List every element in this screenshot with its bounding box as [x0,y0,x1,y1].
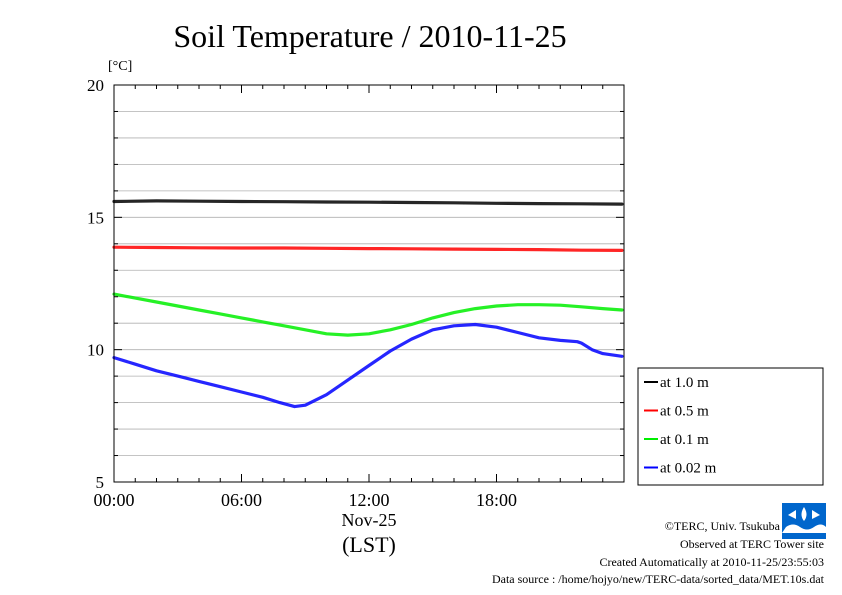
observed-text: Observed at TERC Tower site [679,537,824,551]
x-axis-unit-label: (LST) [342,532,396,557]
axis-ticks: 5 10 15 20 00:00 06:00 12:00 18:00 [87,76,625,510]
y-tick-label: 15 [87,208,104,227]
y-tick-label: 5 [96,473,105,492]
terc-logo [782,503,826,539]
series-line [112,292,624,337]
series-line [112,245,624,252]
x-tick-label: 12:00 [348,490,389,510]
chart-title: Soil Temperature / 2010-11-25 [173,18,566,54]
grid-lines [114,111,624,456]
x-tick-label: 18:00 [476,490,517,510]
legend-box [637,367,824,486]
legend-label: at 0.1 m [660,432,709,448]
chart-legend: at 1.0 m at 0.5 m at 0.1 m at 0.02 m [637,367,824,486]
x-tick-label: 00:00 [93,490,134,510]
series-line [112,322,624,409]
legend-label: at 1.0 m [660,375,709,391]
legend-label: at 0.5 m [660,404,709,420]
x-axis-date-label: Nov-25 [342,510,397,530]
series-line [112,199,624,206]
y-tick-label: 10 [87,341,104,360]
series-lines [112,199,624,409]
y-tick-label: 20 [87,76,104,95]
legend-label: at 0.02 m [660,461,717,477]
copyright-text: ©TERC, Univ. Tsukuba [664,519,780,533]
plot-frame [113,84,625,483]
y-unit-label: [°C] [108,59,132,74]
data-source-text: Data source : /home/hojyo/new/TERC-data/… [491,572,824,586]
x-tick-label: 06:00 [221,490,262,510]
created-text: Created Automatically at 2010-11-25/23:5… [599,555,824,569]
